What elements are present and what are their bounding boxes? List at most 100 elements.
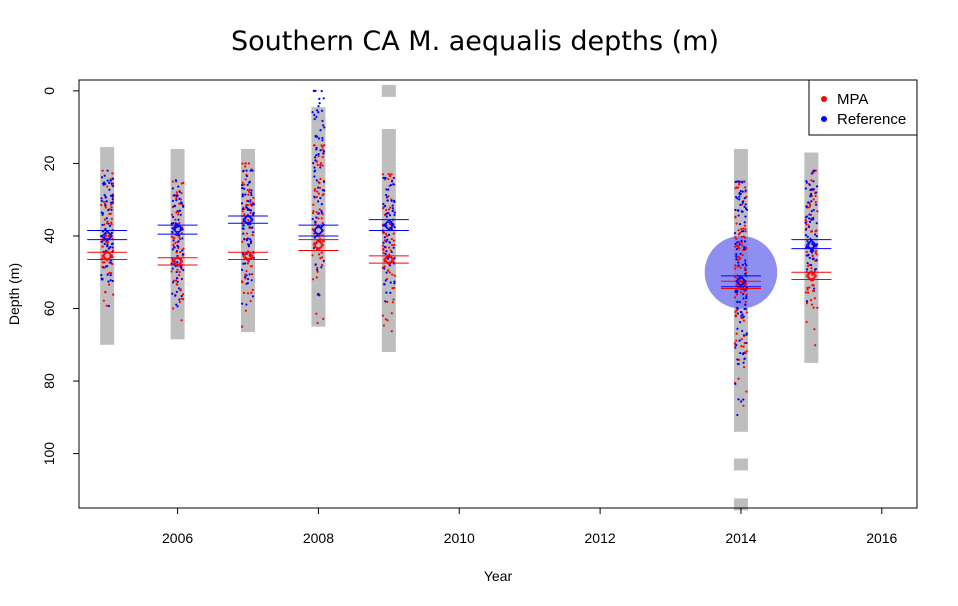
point-reference-2006 xyxy=(170,222,173,225)
point-reference-2009 xyxy=(390,199,393,202)
point-reference-2014 xyxy=(742,361,745,364)
point-reference-2008 xyxy=(320,109,324,112)
point-reference-2014 xyxy=(743,205,746,209)
point-mpa-2015 xyxy=(808,206,811,209)
point-reference-2009 xyxy=(384,300,387,303)
point-reference-2014 xyxy=(744,262,747,265)
point-mpa-2009 xyxy=(382,324,385,327)
point-reference-2008 xyxy=(320,266,323,269)
point-reference-2006 xyxy=(171,292,174,295)
point-mpa-2015 xyxy=(811,273,814,276)
point-reference-2015 xyxy=(805,205,808,208)
point-reference-2007 xyxy=(245,303,248,306)
point-reference-2014 xyxy=(744,272,747,276)
point-reference-2005 xyxy=(103,193,106,197)
point-reference-2014 xyxy=(736,362,740,366)
point-reference-2005 xyxy=(107,304,110,308)
point-reference-2009 xyxy=(385,188,388,191)
point-mpa-2014 xyxy=(739,266,742,269)
point-mpa-2006 xyxy=(179,250,182,254)
point-reference-2005 xyxy=(105,217,108,220)
point-mpa-2015 xyxy=(804,291,807,294)
point-reference-2007 xyxy=(252,231,255,234)
point-mpa-2009 xyxy=(381,231,385,234)
point-reference-2008 xyxy=(317,186,320,189)
point-mpa-2006 xyxy=(171,213,174,216)
point-mpa-2009 xyxy=(386,277,389,281)
point-mpa-2014 xyxy=(736,276,739,279)
point-reference-2008 xyxy=(316,135,319,138)
point-reference-2014 xyxy=(745,295,748,298)
point-reference-2006 xyxy=(179,213,182,216)
point-reference-2005 xyxy=(109,261,112,264)
point-reference-2008 xyxy=(314,220,317,223)
point-reference-2005 xyxy=(109,201,113,204)
point-reference-2009 xyxy=(393,225,396,229)
point-reference-2009 xyxy=(385,271,388,274)
point-reference-2008 xyxy=(311,217,314,221)
point-reference-2005 xyxy=(101,240,104,243)
point-mpa-2008 xyxy=(322,317,325,320)
point-mpa-2007 xyxy=(241,325,244,328)
point-mpa-2009 xyxy=(391,301,394,304)
point-mpa-2006 xyxy=(172,243,175,246)
point-reference-2014 xyxy=(744,307,747,311)
point-reference-2009 xyxy=(393,200,396,203)
point-reference-2009 xyxy=(391,209,394,213)
point-mpa-2014 xyxy=(744,266,747,269)
point-mpa-2014 xyxy=(745,390,748,393)
point-reference-2014 xyxy=(745,264,748,267)
point-reference-2008 xyxy=(322,152,325,155)
point-reference-2006 xyxy=(175,303,178,306)
point-reference-2009 xyxy=(387,188,390,191)
point-mpa-2005 xyxy=(103,266,107,269)
point-mpa-2009 xyxy=(384,318,387,321)
point-reference-2009 xyxy=(385,240,388,243)
point-reference-2007 xyxy=(248,208,251,211)
point-mpa-2007 xyxy=(247,219,250,222)
point-mpa-2005 xyxy=(107,234,110,238)
point-mpa-2014 xyxy=(742,365,746,369)
point-reference-2008 xyxy=(321,136,324,140)
point-mpa-2014 xyxy=(744,300,747,303)
point-reference-2007 xyxy=(250,279,253,282)
point-reference-2007 xyxy=(249,238,252,241)
mean-diamond xyxy=(383,253,395,266)
point-mpa-2006 xyxy=(178,236,181,239)
point-reference-2014 xyxy=(745,341,748,345)
y-tick-label-100: 100 xyxy=(41,442,57,466)
point-reference-2005 xyxy=(100,176,104,179)
point-reference-2014 xyxy=(736,300,739,304)
point-reference-2005 xyxy=(107,247,110,250)
point-reference-2006 xyxy=(178,298,181,301)
point-mpa-2014 xyxy=(735,237,738,240)
point-mpa-2015 xyxy=(813,297,816,300)
point-reference-2014 xyxy=(738,300,742,304)
point-mpa-2015 xyxy=(810,230,814,233)
mean-mpa-2008 xyxy=(298,239,339,251)
point-mpa-2005 xyxy=(111,172,114,175)
point-reference-2008 xyxy=(317,212,320,215)
point-reference-2014 xyxy=(741,200,744,203)
point-reference-2014 xyxy=(743,240,747,243)
point-reference-2008 xyxy=(322,150,326,153)
point-mpa-2014 xyxy=(744,230,747,233)
y-tick-label-40: 40 xyxy=(41,228,57,244)
point-reference-2015 xyxy=(810,200,813,203)
mean-circle xyxy=(385,256,393,264)
point-mpa-2015 xyxy=(809,298,813,302)
point-reference-2007 xyxy=(250,191,253,195)
point-reference-2009 xyxy=(389,281,392,284)
point-mpa-2009 xyxy=(387,173,390,176)
point-reference-2015 xyxy=(813,233,817,236)
point-reference-2014 xyxy=(738,339,741,342)
point-mpa-2009 xyxy=(393,286,396,290)
y-tick-label-20: 20 xyxy=(41,155,57,171)
point-reference-2008 xyxy=(318,102,321,105)
point-mpa-2009 xyxy=(393,243,396,247)
point-mpa-2014 xyxy=(733,296,737,299)
point-reference-2005 xyxy=(111,246,114,249)
point-reference-2006 xyxy=(180,277,183,281)
point-reference-2014 xyxy=(743,248,746,251)
point-mpa-2006 xyxy=(178,202,181,205)
